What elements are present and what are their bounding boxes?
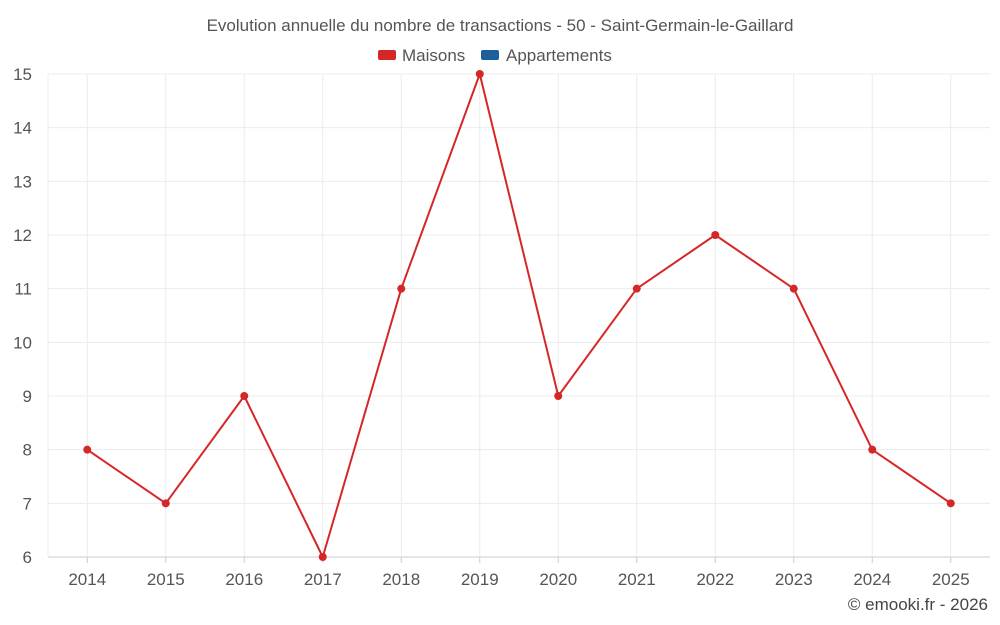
data-point-2015[interactable] (161, 499, 170, 508)
x-tick-label: 2020 (539, 570, 577, 589)
data-point-2018[interactable] (397, 284, 406, 293)
legend-swatch-maisons (378, 50, 396, 60)
x-tick-label: 2016 (225, 570, 263, 589)
data-point-2024[interactable] (868, 445, 877, 454)
data-point-2021[interactable] (632, 284, 641, 293)
x-tick-label: 2018 (382, 570, 420, 589)
x-tick-label: 2017 (304, 570, 342, 589)
series-maisons (83, 70, 955, 561)
y-tick-label: 8 (23, 441, 32, 460)
series-line-maisons (86, 73, 952, 558)
data-point-2020[interactable] (554, 392, 563, 400)
data-point-2023[interactable] (789, 284, 798, 293)
x-tick-label: 2021 (618, 570, 656, 589)
y-tick-label: 7 (23, 494, 32, 513)
y-tick-label: 13 (13, 172, 32, 191)
x-tick-label: 2015 (147, 570, 185, 589)
data-point-2014[interactable] (83, 445, 92, 454)
legend-item-maisons[interactable]: Maisons (378, 46, 465, 65)
y-tick-label: 6 (23, 548, 32, 567)
data-point-2025[interactable] (946, 499, 955, 508)
data-point-2016[interactable] (240, 392, 249, 400)
y-tick-label: 9 (23, 387, 32, 406)
x-tick-label: 2019 (461, 570, 499, 589)
y-tick-label: 10 (13, 333, 32, 352)
legend[interactable]: Maisons Appartements (378, 46, 612, 65)
y-tick-label: 15 (13, 65, 32, 84)
y-tick-label: 14 (13, 119, 32, 138)
credit-text: © emooki.fr - 2026 (848, 595, 988, 614)
legend-label-maisons: Maisons (402, 46, 465, 65)
y-tick-label: 12 (13, 226, 32, 245)
x-tick-label: 2014 (68, 570, 106, 589)
x-tick-label: 2022 (696, 570, 734, 589)
x-tick-label: 2025 (932, 570, 970, 589)
x-tick-label: 2024 (853, 570, 891, 589)
legend-item-appartements[interactable]: Appartements (481, 46, 612, 65)
data-point-2017[interactable] (318, 553, 327, 561)
data-point-2022[interactable] (711, 231, 720, 239)
legend-label-appartements: Appartements (506, 46, 612, 65)
x-tick-label: 2023 (775, 570, 813, 589)
grid (47, 73, 990, 558)
y-tick-label: 11 (14, 280, 32, 299)
x-axis: 2014 2015 2016 2017 2018 2019 2020 2021 2022 2023… (68, 557, 970, 589)
chart-title: Evolution annuelle du nombre de transact… (207, 16, 794, 35)
legend-swatch-appartements (481, 50, 499, 60)
y-axis: 6 7 8 9 10 11 12 13 14 15 (13, 65, 32, 567)
data-point-2019[interactable] (475, 70, 484, 78)
